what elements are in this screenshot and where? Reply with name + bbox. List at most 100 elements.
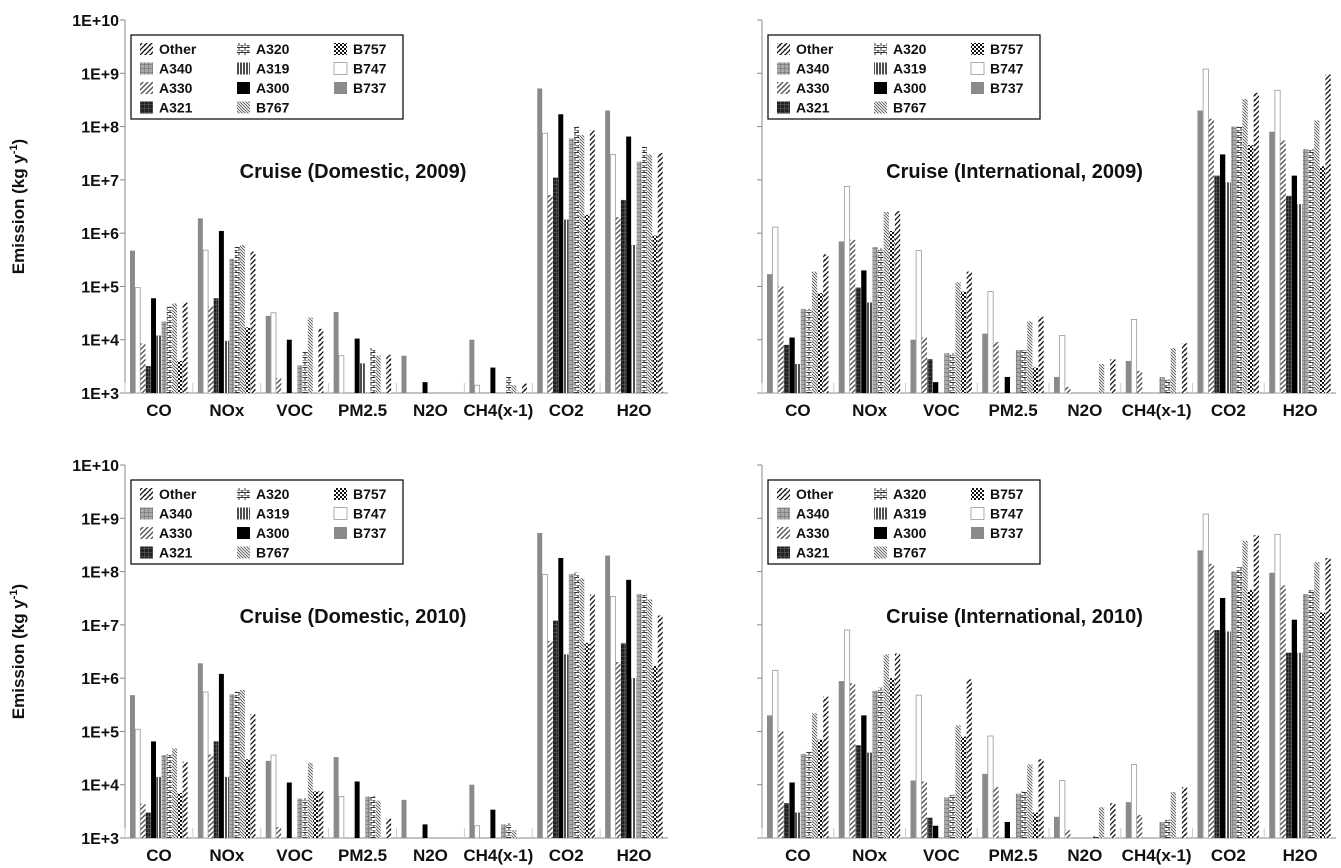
legend-swatch-other bbox=[140, 488, 153, 500]
bar-b747-ch4-x-1 bbox=[474, 384, 481, 394]
bar-b737-ch4-x-1 bbox=[1125, 360, 1132, 393]
bar-other-h2o bbox=[657, 615, 663, 838]
bar-b757-voc bbox=[961, 291, 967, 393]
bar-a330-pm2-5 bbox=[993, 787, 999, 838]
bar-a340-co bbox=[800, 308, 806, 393]
bar-a300-n2o bbox=[422, 382, 428, 393]
y-tick-label: 1E+7 bbox=[81, 618, 119, 635]
bar-b737-nox bbox=[197, 218, 203, 393]
x-tick-label-ch4-x-1: CH4(x-1) bbox=[463, 401, 533, 420]
bar-a300-co2 bbox=[1219, 154, 1226, 393]
bar-a340-nox bbox=[872, 690, 878, 838]
bar-b767-h2o bbox=[647, 599, 653, 838]
bar-a330-h2o bbox=[1280, 140, 1286, 393]
y-axis-label: Emission (kg y-1) bbox=[8, 584, 28, 719]
bar-a319-co2 bbox=[1225, 631, 1231, 838]
legend-swatch-a321 bbox=[140, 546, 153, 559]
x-tick-label-ch4-x-1: CH4(x-1) bbox=[1122, 846, 1192, 865]
bar-a320-co bbox=[166, 306, 172, 393]
y-tick-label: 1E+6 bbox=[81, 226, 119, 243]
x-tick-label-h2o: H2O bbox=[1283, 846, 1318, 865]
bar-a320-co bbox=[166, 753, 172, 838]
bar-b747-nox bbox=[843, 629, 851, 839]
bar-b757-co bbox=[177, 792, 183, 838]
bar-b737-ch4-x-1 bbox=[469, 784, 475, 838]
bar-a319-pm2-5 bbox=[359, 363, 365, 393]
legend-label-b767: B767 bbox=[893, 545, 927, 561]
y-tick-label: 1E+9 bbox=[81, 66, 119, 83]
bar-other-h2o bbox=[1325, 557, 1331, 838]
bar-a320-voc bbox=[949, 353, 956, 393]
legend-label-a330: A330 bbox=[796, 80, 830, 96]
bar-b767-h2o bbox=[1314, 120, 1320, 393]
bar-b767-co bbox=[811, 271, 818, 393]
bar-a300-pm2-5 bbox=[1004, 821, 1011, 838]
bar-a321-co bbox=[145, 812, 151, 838]
bar-b737-co2 bbox=[537, 88, 543, 394]
bar-b737-ch4-x-1 bbox=[1125, 802, 1132, 838]
bar-a330-voc bbox=[921, 337, 928, 393]
legend-label-a319: A319 bbox=[256, 506, 290, 522]
bar-a319-nox bbox=[866, 752, 873, 838]
bar-b767-co bbox=[811, 713, 818, 838]
bar-a320-voc bbox=[302, 798, 308, 838]
bar-b767-co2 bbox=[579, 134, 585, 393]
legend-label-a340: A340 bbox=[796, 506, 830, 522]
legend-label-a340: A340 bbox=[159, 61, 193, 77]
bar-b767-n2o bbox=[1098, 364, 1105, 393]
bar-b737-nox bbox=[838, 681, 845, 838]
bar-b747-pm2-5 bbox=[987, 735, 994, 839]
bar-a320-n2o bbox=[1093, 835, 1099, 838]
bar-a330-nox bbox=[849, 239, 856, 393]
legend-label-a321: A321 bbox=[796, 545, 830, 561]
bar-a340-nox bbox=[229, 258, 235, 393]
bar-b747-co2 bbox=[1202, 68, 1209, 394]
legend: Other A320 B757 A340 A319 B747 A330 A300 B737 A32… bbox=[130, 479, 404, 565]
x-tick-label-voc: VOC bbox=[276, 401, 313, 420]
bar-other-h2o bbox=[657, 152, 663, 393]
bar-a320-co2 bbox=[1236, 567, 1243, 838]
bar-a330-voc bbox=[276, 378, 282, 393]
bar-b757-pm2-5 bbox=[1032, 367, 1039, 393]
bar-b767-ch4-x-1 bbox=[511, 385, 517, 393]
legend-label-a319: A319 bbox=[893, 61, 927, 77]
bar-b747-co bbox=[772, 669, 779, 839]
bar-a321-co2 bbox=[1214, 175, 1220, 393]
x-tick-label-voc: VOC bbox=[923, 846, 960, 865]
legend-label-a320: A320 bbox=[893, 486, 927, 502]
legend-swatch-a300 bbox=[237, 82, 250, 94]
bar-b767-pm2-5 bbox=[375, 355, 381, 393]
bar-a330-co bbox=[140, 803, 146, 838]
bar-a320-co2 bbox=[1236, 126, 1243, 393]
bar-b747-n2o bbox=[1059, 335, 1066, 394]
bar-other-co bbox=[823, 254, 829, 393]
legend-label-a340: A340 bbox=[796, 61, 830, 77]
bar-a340-co bbox=[161, 321, 167, 393]
bar-b767-co bbox=[172, 303, 178, 393]
bar-b767-nox bbox=[239, 689, 245, 838]
bar-a340-ch4-x-1 bbox=[500, 824, 506, 838]
x-tick-label-co2: CO2 bbox=[1211, 846, 1246, 865]
bar-a330-co bbox=[778, 286, 784, 393]
x-tick-label-nox: NOx bbox=[852, 846, 888, 865]
legend: Other A320 B757 A340 A319 B747 A330 A300 B737 A32… bbox=[767, 34, 1041, 120]
legend-label-b757: B757 bbox=[990, 486, 1024, 502]
legend-swatch-b767 bbox=[874, 546, 887, 559]
legend-label-b757: B757 bbox=[353, 41, 387, 57]
bar-a320-pm2-5 bbox=[370, 347, 376, 393]
bar-b767-voc bbox=[307, 762, 313, 838]
bar-b767-co2 bbox=[579, 578, 585, 838]
bar-b747-nox bbox=[202, 691, 209, 839]
bar-b767-ch4-x-1 bbox=[511, 830, 517, 838]
bar-a340-voc bbox=[944, 797, 950, 838]
x-tick-label-ch4-x-1: CH4(x-1) bbox=[1122, 401, 1192, 420]
legend-label-a321: A321 bbox=[159, 100, 193, 116]
bar-a320-nox bbox=[234, 691, 240, 838]
bar-a320-pm2-5 bbox=[1021, 791, 1027, 838]
legend-label-a300: A300 bbox=[893, 80, 927, 96]
bar-a320-voc bbox=[949, 794, 956, 838]
bar-a330-h2o bbox=[1280, 585, 1286, 838]
bar-b737-h2o bbox=[605, 555, 611, 838]
bar-a320-ch4-x-1 bbox=[1165, 819, 1171, 838]
x-tick-label-voc: VOC bbox=[923, 401, 960, 420]
